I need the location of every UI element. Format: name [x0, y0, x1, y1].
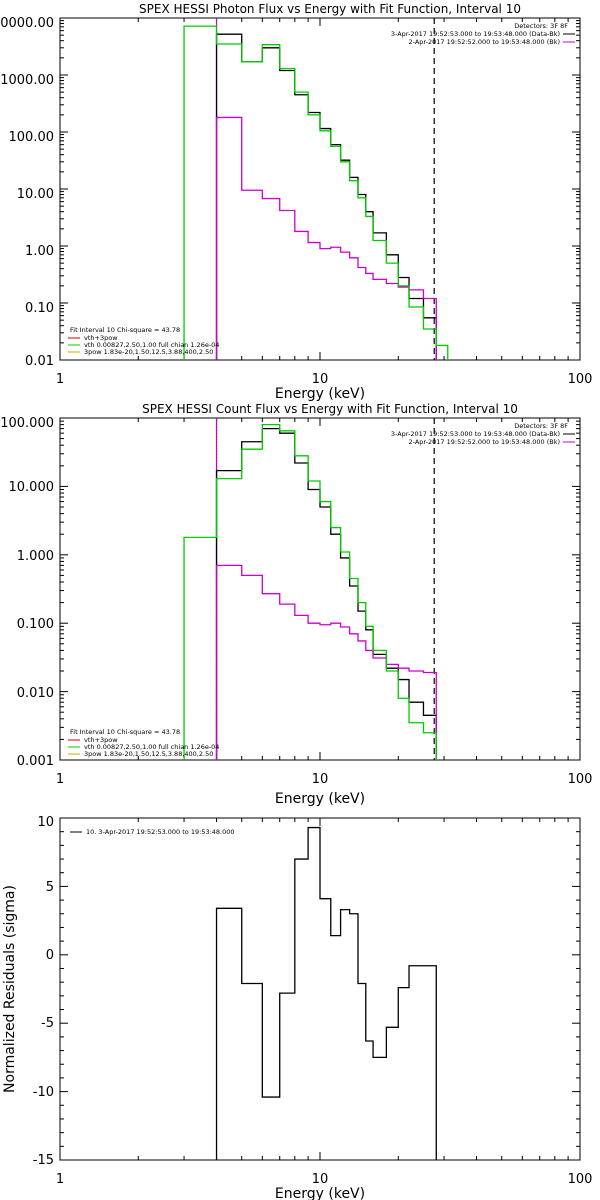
count-flux-legend-bottom: Fit Interval 10 Chi-square = 43.78 vth+3…: [68, 728, 219, 758]
legend-item-label: vth+3pow: [84, 334, 118, 342]
legend-item-label: 3-Apr-2017 19:52:53.000 to 19:53:48.000 …: [391, 430, 560, 438]
residuals-y-axis-label: Normalized Residuals (sigma): [2, 885, 18, 1093]
residuals-y-tick-label: -15: [33, 1153, 54, 1168]
photon-flux-minor-ticks: [59, 17, 580, 361]
legend-item-label: 2-Apr-2017 19:52:52.000 to 19:53:48.000 …: [409, 38, 560, 46]
count-flux-legend-top: Detectors: 3F 8F 3-Apr-2017 19:52:53.000…: [391, 422, 575, 446]
legend-item-label: 2-Apr-2017 19:52:52.000 to 19:53:48.000 …: [409, 438, 560, 446]
legend-heading: Detectors: 3F 8F: [514, 422, 568, 430]
count-flux-y-tick-label: 0.001: [17, 754, 54, 769]
count-flux-plot-frame: [59, 417, 581, 761]
legend-heading: Detectors: 3F 8F: [514, 22, 568, 30]
count-flux-x-axis-label: Energy (keV): [275, 791, 365, 807]
legend-item-label: 10. 3-Apr-2017 19:52:53.000 to 19:53:48.…: [86, 828, 235, 836]
legend-heading: Fit Interval 10 Chi-square = 43.78: [70, 326, 180, 334]
photon-flux-y-tick-label: 1000.00: [0, 73, 54, 88]
photon-flux-series: [183, 25, 449, 360]
residuals-panel: -15 -10 -5 0 5 10 1 10 100 Energy (keV) …: [2, 815, 592, 1200]
photon-flux-vlines: [215, 18, 435, 360]
photon-flux-series-2-step-line: [183, 25, 449, 360]
photon-flux-y-tick-label: 0.10: [25, 301, 54, 316]
photon-flux-plot-frame: [59, 17, 581, 361]
residuals-y-tick-label: 0: [46, 948, 54, 963]
photon-flux-y-tick-label: 0.01: [25, 354, 54, 369]
count-flux-minor-ticks: [59, 417, 580, 761]
photon-flux-legend-bottom: Fit Interval 10 Chi-square = 43.78 vth+3…: [68, 326, 219, 356]
residuals-legend: 10. 3-Apr-2017 19:52:53.000 to 19:53:48.…: [70, 828, 235, 836]
count-flux-x-tick-label: 10: [312, 772, 329, 787]
count-flux-x-tick-label: 1: [56, 772, 64, 787]
count-flux-y-tick-label: 0.010: [17, 686, 54, 701]
legend-heading: Fit Interval 10 Chi-square = 43.78: [70, 728, 180, 736]
photon-flux-y-ticks: 0.01 0.10 1.00 10.00 100.00 1000.00 1000…: [0, 16, 54, 369]
residuals-series: [215, 826, 437, 1160]
residuals-x-tick-label: 10: [312, 1172, 329, 1187]
count-flux-x-ticks: 1 10 100: [56, 772, 593, 787]
legend-item-label: vth+3pow: [84, 736, 118, 744]
count-flux-series-2-step-line: [183, 423, 437, 760]
photon-flux-y-tick-label: 10.00: [17, 187, 54, 202]
residuals-x-tick-label: 1: [56, 1172, 64, 1187]
legend-item-label: 3pow 1.83e-20,1.50,12.5,3.88,400,2.50: [84, 348, 213, 356]
photon-flux-title: SPEX HESSI Photon Flux vs Energy with Fi…: [139, 2, 521, 16]
residuals-series-0-step-line: [215, 826, 437, 1160]
count-flux-vlines: [215, 418, 435, 760]
photon-flux-y-tick-label: 10000.00: [0, 16, 54, 31]
residuals-y-tick-label: -5: [41, 1016, 54, 1031]
photon-flux-x-axis-label: Energy (keV): [275, 386, 365, 402]
residuals-x-axis-label: Energy (keV): [275, 1186, 365, 1200]
legend-item-label: 3pow 1.83e-20,1.50,12.5,3.88,400,2.50: [84, 750, 213, 758]
photon-flux-x-tick-label: 100: [568, 372, 593, 387]
photon-flux-panel: SPEX HESSI Photon Flux vs Energy with Fi…: [0, 2, 592, 402]
residuals-minor-ticks: [59, 817, 580, 1161]
photon-flux-series-0-step-line: [215, 33, 437, 360]
legend-item-label: 3-Apr-2017 19:52:53.000 to 19:53:48.000 …: [391, 30, 560, 38]
residuals-y-ticks: -15 -10 -5 0 5 10: [33, 815, 54, 1168]
count-flux-series-0-step-line: [215, 427, 437, 760]
legend-item-label: vth 0.00827,2.50,1.00 full chian 1.26e-0…: [84, 743, 219, 751]
count-flux-y-tick-label: 0.100: [17, 617, 54, 632]
count-flux-panel: SPEX HESSI Count Flux vs Energy with Fit…: [0, 402, 592, 807]
photon-flux-series-1-step-line: [215, 116, 437, 360]
count-flux-x-tick-label: 100: [568, 772, 593, 787]
residuals-y-tick-label: 10: [37, 815, 54, 830]
count-flux-y-tick-label: 1.000: [17, 549, 54, 564]
photon-flux-x-tick-label: 1: [56, 372, 64, 387]
count-flux-series: [183, 423, 437, 760]
count-flux-series-1-step-line: [215, 564, 437, 760]
photon-flux-y-tick-label: 100.00: [9, 130, 55, 145]
photon-flux-legend-top: Detectors: 3F 8F 3-Apr-2017 19:52:53.000…: [391, 22, 575, 46]
count-flux-y-tick-label: 10.000: [9, 480, 55, 495]
count-flux-y-ticks: 0.001 0.010 0.100 1.000 10.000 100.000: [0, 416, 54, 769]
residuals-x-tick-label: 100: [568, 1172, 593, 1187]
photon-flux-x-ticks: 1 10 100: [56, 372, 593, 387]
residuals-y-tick-label: -10: [33, 1085, 54, 1100]
photon-flux-x-tick-label: 10: [312, 372, 329, 387]
residuals-x-ticks: 1 10 100: [56, 1172, 593, 1187]
residuals-y-tick-label: 5: [46, 880, 54, 895]
count-flux-y-tick-label: 100.000: [0, 416, 54, 431]
count-flux-title: SPEX HESSI Count Flux vs Energy with Fit…: [142, 402, 518, 416]
legend-item-label: vth 0.00827,2.50,1.00 full chian 1.26e-0…: [84, 341, 219, 349]
photon-flux-y-tick-label: 1.00: [25, 244, 54, 259]
